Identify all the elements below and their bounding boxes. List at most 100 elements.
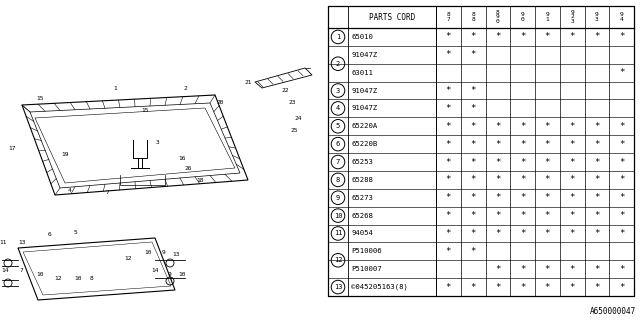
- Text: 65288: 65288: [351, 177, 373, 183]
- Text: 12: 12: [124, 255, 132, 260]
- Text: 9
0: 9 0: [521, 12, 525, 22]
- Text: *: *: [470, 211, 476, 220]
- Text: *: *: [470, 104, 476, 113]
- Text: *: *: [445, 50, 451, 59]
- Text: 9: 9: [161, 251, 165, 255]
- Text: *: *: [495, 157, 500, 166]
- Text: 6: 6: [336, 141, 340, 147]
- Text: 91047Z: 91047Z: [351, 52, 377, 58]
- Text: *: *: [470, 32, 476, 41]
- Text: 2: 2: [183, 85, 187, 91]
- Text: 65268: 65268: [351, 212, 373, 219]
- Text: *: *: [619, 265, 624, 274]
- Text: 8
8: 8 8: [471, 12, 475, 22]
- Text: *: *: [619, 68, 624, 77]
- Text: *: *: [520, 211, 525, 220]
- Text: 4: 4: [68, 188, 72, 193]
- Text: 13: 13: [172, 252, 180, 258]
- Text: 14: 14: [151, 268, 159, 273]
- Text: *: *: [545, 229, 550, 238]
- Text: 21: 21: [244, 79, 252, 84]
- Text: *: *: [594, 122, 600, 131]
- Text: 9
2
3: 9 2 3: [570, 10, 574, 24]
- Text: 10: 10: [333, 212, 342, 219]
- Text: 23: 23: [288, 100, 296, 105]
- Text: 3: 3: [336, 88, 340, 93]
- Text: 19: 19: [61, 153, 68, 157]
- Text: *: *: [520, 32, 525, 41]
- Text: *: *: [495, 193, 500, 202]
- Text: 63011: 63011: [351, 70, 373, 76]
- Text: 4: 4: [336, 105, 340, 111]
- Text: *: *: [594, 157, 600, 166]
- Text: *: *: [445, 104, 451, 113]
- Text: *: *: [445, 175, 451, 184]
- Text: *: *: [520, 175, 525, 184]
- Text: *: *: [470, 86, 476, 95]
- Text: *: *: [495, 32, 500, 41]
- Text: 25: 25: [291, 127, 298, 132]
- Text: *: *: [594, 265, 600, 274]
- Text: *: *: [445, 86, 451, 95]
- Text: *: *: [470, 283, 476, 292]
- Text: 91047Z: 91047Z: [351, 88, 377, 93]
- Text: 7: 7: [20, 268, 24, 273]
- Text: 24: 24: [294, 116, 301, 121]
- Text: *: *: [570, 193, 575, 202]
- Text: *: *: [495, 175, 500, 184]
- Text: *: *: [520, 229, 525, 238]
- Text: *: *: [570, 157, 575, 166]
- Text: *: *: [470, 175, 476, 184]
- Text: 22: 22: [281, 87, 289, 92]
- Text: 65010: 65010: [351, 34, 373, 40]
- Text: *: *: [495, 140, 500, 148]
- Text: 8: 8: [336, 177, 340, 183]
- Text: 65253: 65253: [351, 159, 373, 165]
- Text: 10: 10: [74, 276, 82, 281]
- Text: 8: 8: [90, 276, 94, 281]
- Text: 20: 20: [216, 100, 224, 106]
- Text: *: *: [619, 122, 624, 131]
- Text: 65273: 65273: [351, 195, 373, 201]
- Text: *: *: [619, 229, 624, 238]
- Text: 9: 9: [336, 195, 340, 201]
- Text: 12: 12: [54, 276, 61, 281]
- Text: *: *: [445, 193, 451, 202]
- Text: *: *: [619, 193, 624, 202]
- Text: 10: 10: [144, 251, 152, 255]
- Text: *: *: [570, 211, 575, 220]
- Text: *: *: [594, 140, 600, 148]
- Text: *: *: [445, 283, 451, 292]
- Text: 14: 14: [1, 268, 9, 273]
- Text: 9
3: 9 3: [595, 12, 599, 22]
- Text: *: *: [594, 193, 600, 202]
- Text: *: *: [470, 157, 476, 166]
- Text: *: *: [495, 229, 500, 238]
- Text: 11: 11: [333, 230, 342, 236]
- Text: 1: 1: [336, 34, 340, 40]
- Text: *: *: [520, 283, 525, 292]
- Text: 7: 7: [106, 190, 110, 196]
- Text: *: *: [570, 265, 575, 274]
- Text: 11: 11: [0, 241, 7, 245]
- Text: *: *: [570, 140, 575, 148]
- Text: *: *: [520, 122, 525, 131]
- Text: *: *: [545, 122, 550, 131]
- Text: *: *: [619, 32, 624, 41]
- Text: *: *: [545, 175, 550, 184]
- Text: *: *: [495, 283, 500, 292]
- Text: *: *: [470, 229, 476, 238]
- Text: P510006: P510006: [351, 248, 381, 254]
- Text: ©045205163(8): ©045205163(8): [351, 284, 408, 290]
- Text: *: *: [619, 157, 624, 166]
- Text: P510007: P510007: [351, 266, 381, 272]
- Text: *: *: [520, 265, 525, 274]
- Text: *: *: [470, 140, 476, 148]
- Text: *: *: [545, 211, 550, 220]
- Text: 26: 26: [184, 165, 192, 171]
- Text: *: *: [445, 211, 451, 220]
- Text: 7: 7: [336, 159, 340, 165]
- Text: *: *: [619, 283, 624, 292]
- Text: *: *: [594, 283, 600, 292]
- Text: *: *: [570, 122, 575, 131]
